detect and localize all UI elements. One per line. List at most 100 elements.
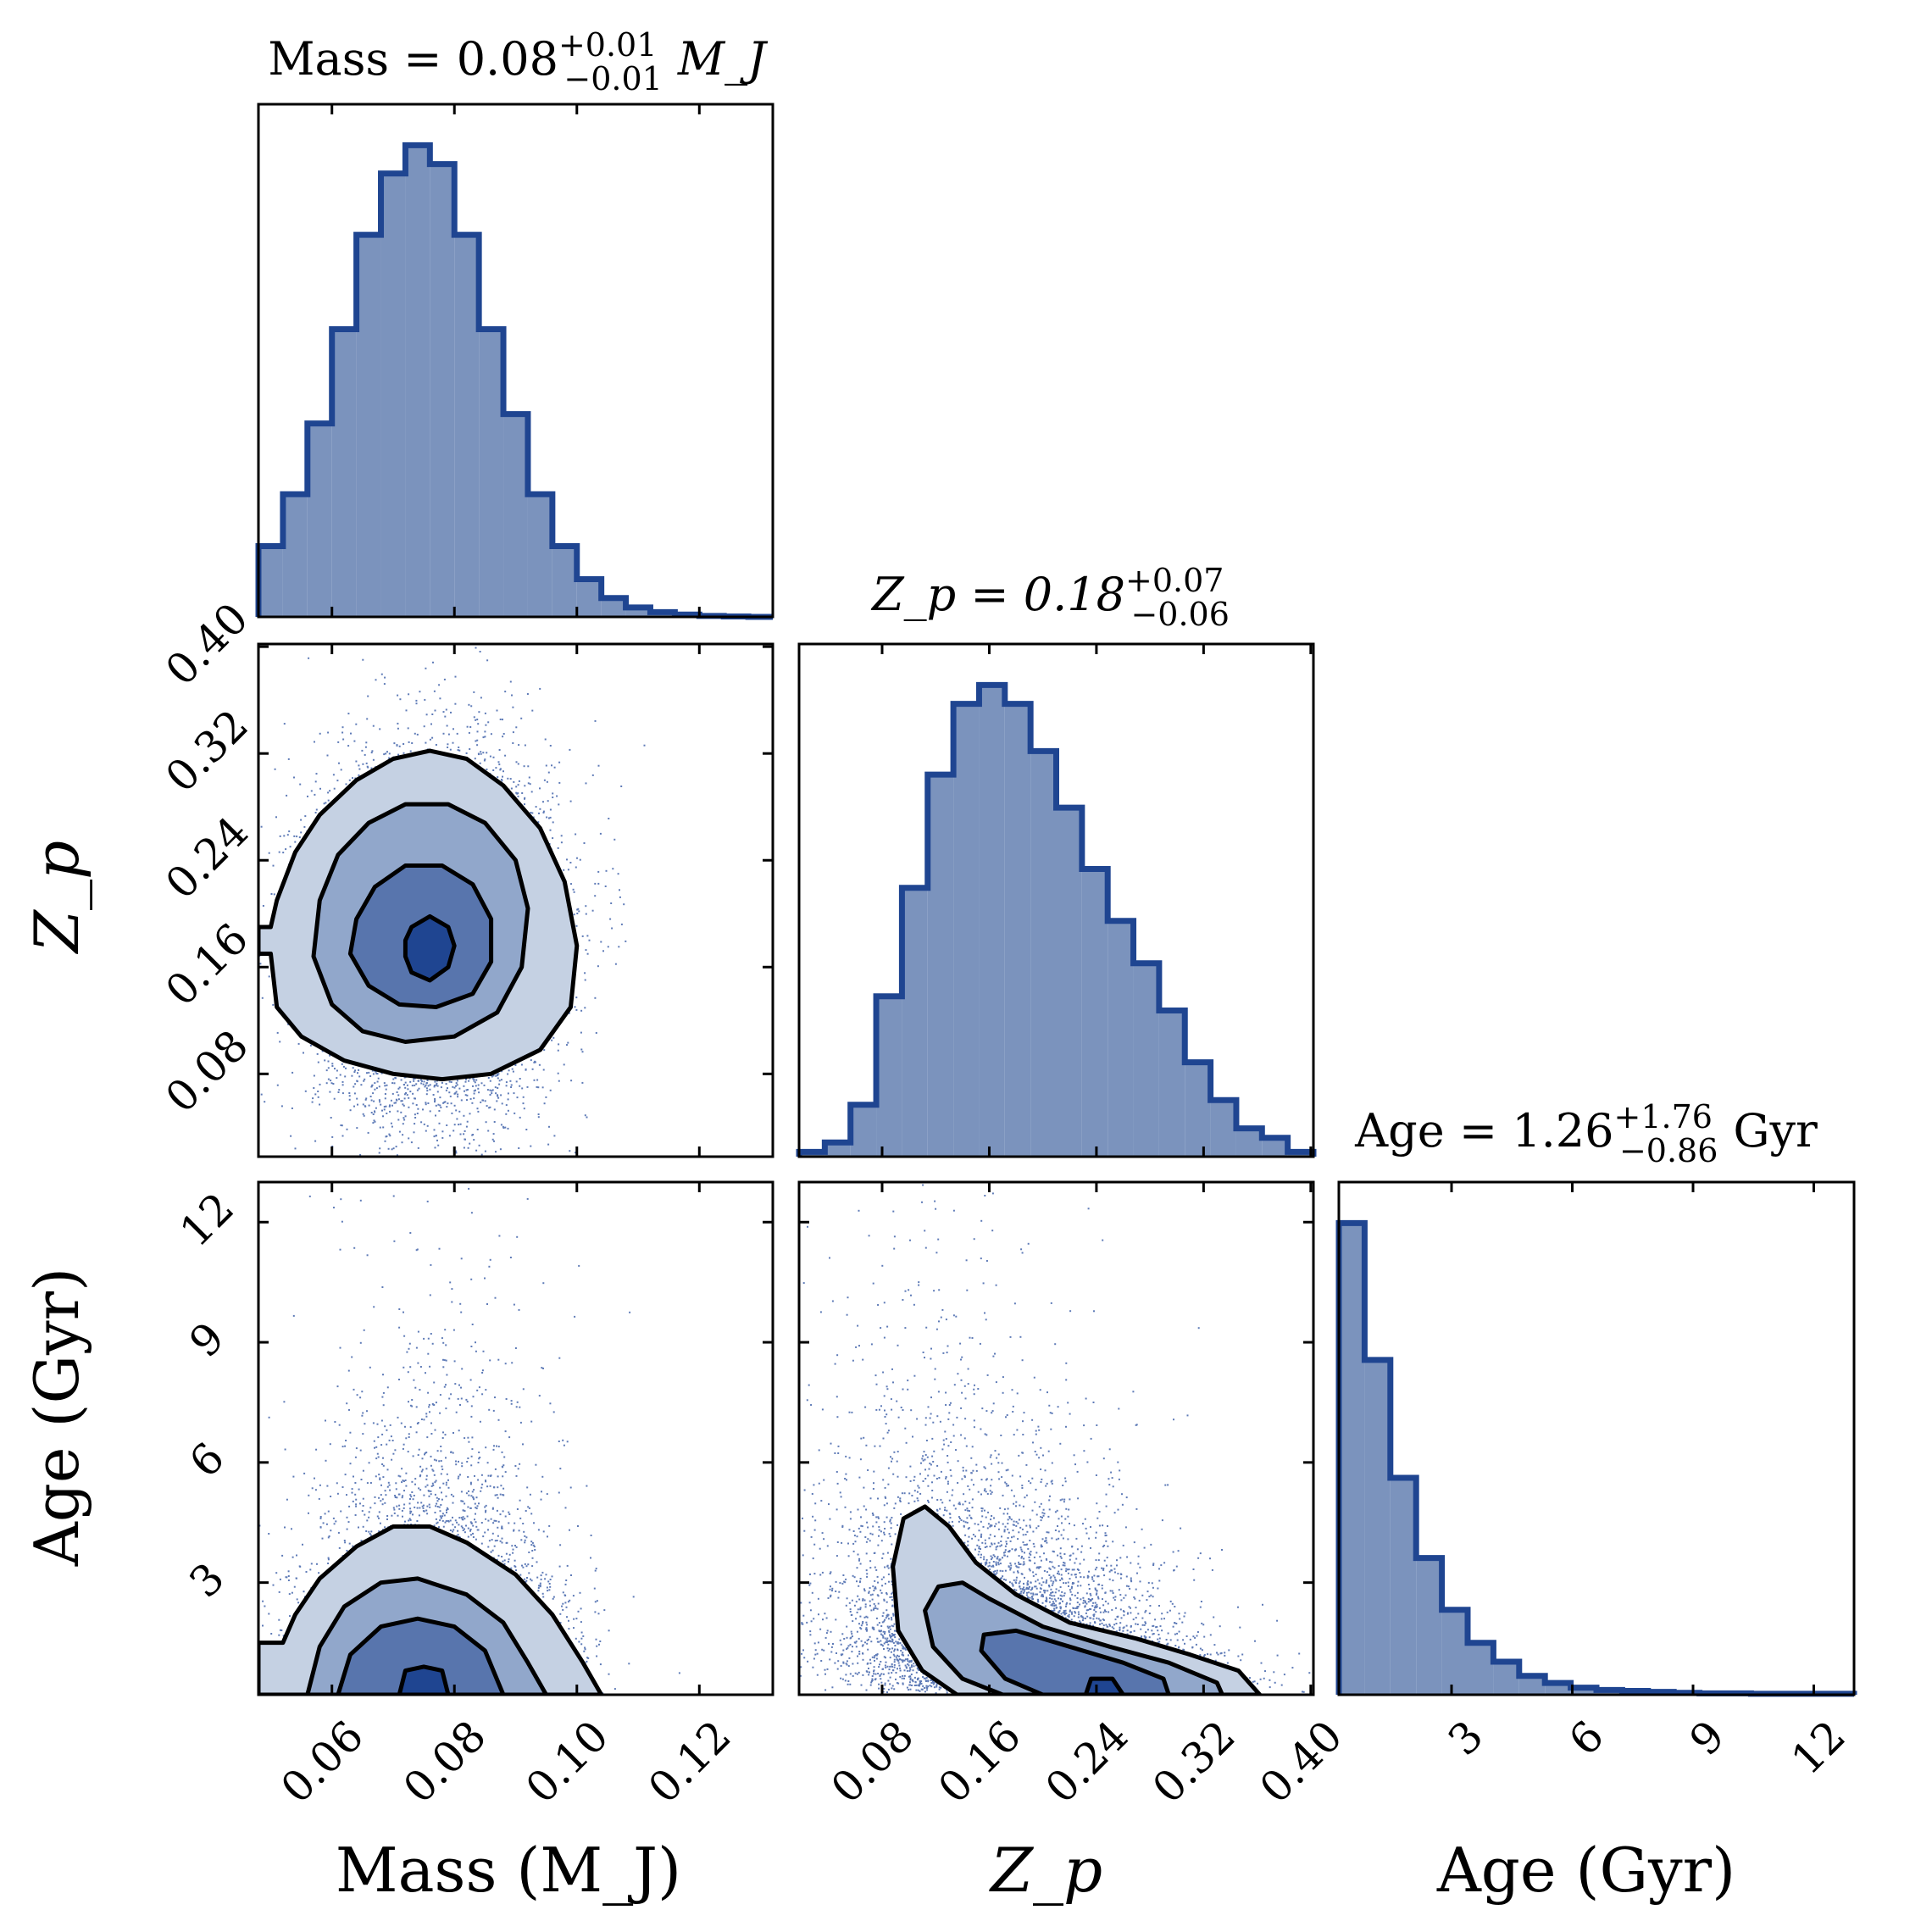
scatter-point bbox=[482, 736, 485, 739]
scatter-point bbox=[289, 846, 291, 848]
scatter-point bbox=[355, 760, 358, 763]
scatter-point bbox=[397, 753, 400, 756]
scatter-point bbox=[560, 835, 563, 837]
scatter-point bbox=[313, 1087, 315, 1089]
scatter-point bbox=[537, 1116, 540, 1119]
scatter-point bbox=[435, 1114, 436, 1117]
scatter-point bbox=[475, 647, 477, 649]
scatter-point bbox=[375, 1070, 377, 1073]
scatter-point bbox=[493, 1140, 495, 1142]
scatter-point bbox=[478, 711, 480, 713]
scatter-point bbox=[619, 896, 621, 898]
scatter-point bbox=[396, 1154, 398, 1157]
scatter-point bbox=[469, 1097, 472, 1100]
scatter-point bbox=[585, 913, 587, 915]
scatter-point bbox=[287, 758, 290, 760]
histogram-bar bbox=[625, 607, 651, 617]
scatter-point bbox=[563, 869, 565, 871]
histogram-bar bbox=[454, 235, 480, 617]
scatter-point bbox=[426, 1124, 429, 1127]
scatter-point bbox=[358, 774, 360, 776]
scatter-point bbox=[307, 795, 308, 797]
scatter-point bbox=[397, 694, 399, 697]
scatter-point bbox=[389, 1104, 391, 1107]
histogram-bar bbox=[601, 597, 626, 617]
scatter-point bbox=[310, 790, 313, 792]
scatter-point bbox=[294, 841, 297, 843]
scatter-point bbox=[476, 1108, 479, 1110]
scatter-point bbox=[580, 1048, 583, 1051]
scatter-point bbox=[374, 1070, 376, 1073]
scatter-point bbox=[515, 761, 518, 763]
scatter-point bbox=[397, 1119, 400, 1121]
scatter-point bbox=[276, 1084, 279, 1086]
scatter-point bbox=[285, 848, 287, 851]
scatter-point bbox=[426, 1080, 429, 1081]
scatter-point bbox=[399, 698, 402, 701]
scatter-point bbox=[272, 864, 275, 867]
scatter-point bbox=[303, 1052, 304, 1054]
scatter-point bbox=[435, 1104, 437, 1107]
scatter-point bbox=[297, 1042, 300, 1045]
scatter-point bbox=[487, 1130, 490, 1132]
scatter-point bbox=[354, 1069, 357, 1072]
scatter-point bbox=[459, 1123, 462, 1125]
scatter-point bbox=[539, 808, 541, 810]
scatter-point bbox=[474, 758, 476, 760]
scatter-point bbox=[451, 1112, 453, 1114]
scatter-point bbox=[332, 774, 335, 776]
scatter-point bbox=[427, 1085, 430, 1087]
scatter-point bbox=[445, 708, 447, 711]
scatter-point bbox=[599, 832, 602, 835]
scatter-point bbox=[429, 1110, 431, 1113]
scatter-point bbox=[372, 724, 375, 727]
scatter-point bbox=[372, 1073, 375, 1075]
scatter-point bbox=[549, 816, 552, 819]
scatter-point bbox=[395, 1102, 397, 1104]
scatter-point bbox=[473, 716, 475, 719]
scatter-point bbox=[445, 1083, 447, 1085]
scatter-point bbox=[429, 1084, 431, 1086]
scatter-point bbox=[458, 1124, 460, 1126]
scatter-point bbox=[442, 1102, 445, 1104]
scatter-point bbox=[278, 851, 280, 853]
scatter-point bbox=[331, 1135, 334, 1138]
scatter-point bbox=[420, 1121, 423, 1124]
scatter-point bbox=[300, 831, 303, 834]
scatter-point bbox=[342, 1065, 345, 1068]
scatter-point bbox=[643, 744, 646, 747]
scatter-point bbox=[475, 1149, 478, 1152]
scatter-point bbox=[507, 1109, 509, 1112]
scatter-point bbox=[362, 1113, 364, 1115]
scatter-point bbox=[369, 1096, 372, 1097]
scatter-point bbox=[501, 1102, 503, 1105]
scatter-point bbox=[552, 797, 554, 798]
scatter-point bbox=[456, 1118, 458, 1120]
scatter-point bbox=[403, 1119, 406, 1121]
histogram-bar bbox=[258, 546, 283, 617]
scatter-point bbox=[450, 1081, 452, 1083]
scatter-point bbox=[346, 1128, 348, 1130]
scatter-point bbox=[391, 1125, 393, 1128]
scatter-point bbox=[507, 1092, 509, 1095]
histogram-outline bbox=[255, 142, 773, 620]
scatter-point bbox=[371, 750, 374, 752]
scatter-point bbox=[623, 903, 625, 906]
scatter-point bbox=[505, 1085, 508, 1087]
scatter-point bbox=[354, 777, 357, 780]
scatter-point bbox=[477, 752, 480, 755]
scatter-point bbox=[314, 793, 316, 796]
scatter-point bbox=[610, 902, 613, 904]
histogram-bar bbox=[380, 173, 406, 617]
scatter-point bbox=[458, 749, 461, 752]
scatter-point bbox=[359, 1153, 362, 1156]
scatter-point bbox=[373, 1119, 375, 1122]
scatter-point bbox=[446, 1106, 448, 1108]
scatter-point bbox=[463, 1085, 465, 1087]
scatter-point bbox=[507, 1073, 509, 1075]
scatter-point bbox=[521, 792, 524, 794]
scatter-point bbox=[448, 1135, 451, 1137]
scatter-point bbox=[455, 1150, 458, 1152]
scatter-point bbox=[341, 1135, 344, 1137]
scatter-point bbox=[402, 1134, 404, 1136]
